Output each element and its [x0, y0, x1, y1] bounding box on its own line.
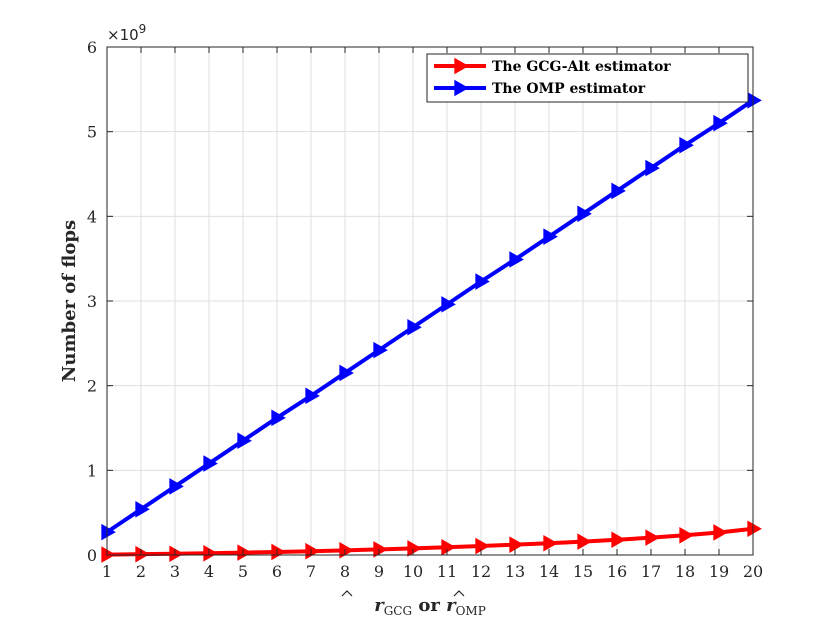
data-point [373, 541, 388, 558]
data-point [611, 531, 626, 549]
data-point [713, 114, 728, 132]
legend-label: The OMP estimator [492, 81, 646, 97]
x-tick-label: 6 [272, 562, 282, 581]
x-tick-label: 9 [374, 562, 384, 581]
data-point [509, 251, 524, 268]
data-point [135, 500, 150, 518]
x-tick-label: 14 [539, 562, 559, 581]
y-tick-label: 4 [87, 207, 97, 226]
y-exponent: ×109 [107, 22, 146, 44]
data-point [339, 542, 354, 559]
x-tick-label: 16 [607, 562, 627, 581]
x-label-r1: r [374, 595, 385, 616]
data-point [237, 544, 252, 561]
data-point [645, 159, 660, 177]
x-axis-label: rGCG or rOMP [341, 590, 486, 618]
x-tick-label: 11 [437, 562, 457, 581]
y-tick-label: 0 [87, 546, 97, 565]
data-point [101, 523, 116, 541]
legend-marker [454, 57, 469, 75]
data-point [611, 182, 626, 200]
legend-marker [454, 79, 469, 97]
x-tick-label: 3 [170, 562, 180, 581]
data-point [475, 273, 490, 290]
data-point [135, 545, 150, 563]
data-point [407, 318, 422, 336]
data-point [441, 539, 456, 556]
data-point [543, 534, 558, 552]
x-tick-label: 8 [340, 562, 350, 581]
data-point [747, 92, 762, 109]
y-tick-label: 3 [87, 292, 97, 311]
data-point [203, 545, 218, 562]
legend-item-1: The GCG-Alt estimator [434, 57, 671, 75]
data-point [203, 455, 218, 472]
data-point [679, 526, 694, 544]
x-tick-label: 12 [471, 562, 491, 581]
data-point [407, 540, 422, 557]
x-tick-label: 10 [403, 562, 423, 581]
svg-text:rGCG or rOMP: rGCG or rOMP [374, 595, 486, 618]
data-point [237, 432, 252, 449]
data-point [543, 228, 558, 245]
data-point [713, 524, 728, 541]
x-label-sub1: GCG [384, 604, 412, 618]
y-tick-label: 5 [87, 123, 97, 142]
x-tick-label: 5 [238, 562, 248, 581]
x-tick-label: 17 [641, 562, 661, 581]
data-point [679, 136, 694, 154]
x-tick-label: 7 [306, 562, 316, 581]
data-point [509, 536, 524, 553]
x-tick-label: 18 [675, 562, 695, 581]
legend-item-2: The OMP estimator [434, 79, 646, 97]
data-point [747, 520, 762, 538]
y-tick-label: 1 [87, 461, 97, 480]
x-label-sub2: OMP [456, 604, 486, 618]
series-line [105, 98, 755, 534]
data-point [441, 296, 456, 313]
data-point [577, 205, 592, 223]
y-tick-label: 6 [87, 38, 97, 57]
data-point [271, 409, 286, 427]
x-tick-label: 4 [204, 562, 214, 581]
series-2 [101, 92, 762, 541]
x-label-r2: r [446, 595, 457, 616]
x-tick-label: 1 [102, 562, 112, 581]
y-tick-label: 2 [87, 377, 97, 396]
x-tick-label: 20 [743, 562, 763, 581]
x-label-conj: or [418, 595, 440, 616]
legend: The GCG-Alt estimator The OMP estimator [426, 53, 749, 103]
data-point [577, 533, 592, 550]
x-label-hat-2 [453, 590, 465, 597]
data-point [305, 387, 320, 405]
legend-box [426, 53, 749, 103]
y-axis-label: Number of flops [59, 220, 80, 382]
data-point [339, 364, 354, 382]
data-point [475, 537, 490, 555]
x-tick-label: 15 [573, 562, 593, 581]
data-point [373, 341, 388, 359]
x-tick-label: 13 [505, 562, 525, 581]
legend-label: The GCG-Alt estimator [492, 59, 671, 75]
x-label-hat-1 [341, 590, 353, 597]
x-tick-label: 19 [709, 562, 729, 581]
data-point [645, 529, 660, 546]
x-tick-label: 2 [136, 562, 146, 581]
data-point [169, 478, 184, 495]
data-point [169, 545, 184, 563]
